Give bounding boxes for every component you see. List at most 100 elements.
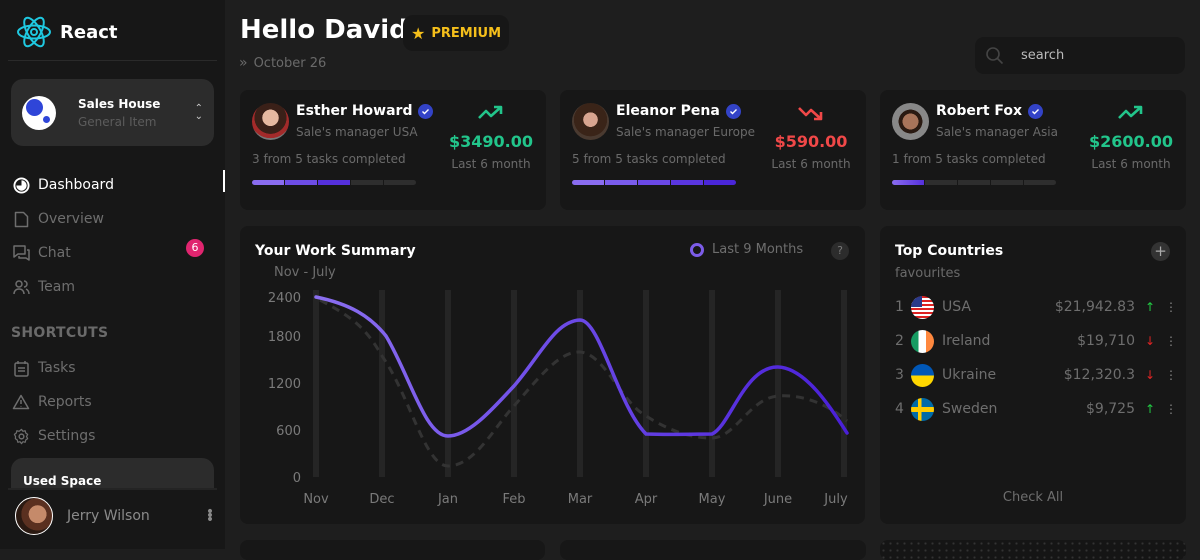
double-chevron-right-icon: » <box>239 55 248 71</box>
help-icon[interactable]: ? <box>831 242 849 260</box>
employee-card[interactable]: Eleanor Pena Sale's manager Europe 5 fro… <box>560 90 866 210</box>
sidebar-item-settings[interactable]: Settings <box>12 419 225 453</box>
svg-text:600: 600 <box>276 424 301 439</box>
country-name: USA <box>942 299 1025 315</box>
ukraine-flag-icon <box>911 364 934 387</box>
sidebar-item-team[interactable]: Team <box>12 270 225 304</box>
current-date: October 26 <box>254 56 327 71</box>
country-row[interactable]: 2 Ireland $19,710 ↓ ⋮ <box>895 329 1175 353</box>
country-value: $19,710 <box>1025 333 1135 349</box>
more-vertical-icon[interactable]: ⋮ <box>1165 334 1175 348</box>
task-progress-bar <box>892 180 1056 185</box>
chart-range: Nov - July <box>274 265 336 280</box>
country-value: $12,320.3 <box>1025 367 1135 383</box>
employee-role: Sale's manager Asia <box>936 125 1058 139</box>
task-progress-bar <box>252 180 416 185</box>
app-name: React <box>60 22 118 43</box>
svg-text:May: May <box>699 492 726 507</box>
add-icon[interactable]: + <box>1151 242 1170 261</box>
calendar-icon <box>12 359 30 377</box>
sidebar-item-dashboard[interactable]: Dashboard <box>12 168 225 202</box>
avatar <box>572 103 609 140</box>
used-space-title: Used Space <box>23 474 101 488</box>
current-user[interactable]: Jerry Wilson ••• <box>15 497 215 535</box>
sales-period: Last 6 month <box>1076 157 1186 171</box>
gear-icon <box>12 427 30 445</box>
verified-icon <box>418 104 433 119</box>
top-countries-card: Top Countries favourites + 1 USA $21,942… <box>880 226 1186 524</box>
date-breadcrumb: » October 26 <box>239 55 326 71</box>
country-rank: 1 <box>895 299 911 315</box>
country-row[interactable]: 4 Sweden $9,725 ↑ ⋮ <box>895 397 1175 421</box>
svg-text:Feb: Feb <box>502 492 525 507</box>
arrow-down-icon: ↓ <box>1135 368 1165 382</box>
search-icon <box>985 46 1005 66</box>
avatar <box>892 103 929 140</box>
sales-amount: $590.00 <box>756 132 866 151</box>
divider <box>8 60 217 61</box>
sales-period: Last 6 month <box>436 157 546 171</box>
more-vertical-icon[interactable]: ⋮ <box>1165 402 1175 416</box>
sidebar-item-tasks[interactable]: Tasks <box>12 351 225 385</box>
search-box[interactable] <box>975 37 1185 74</box>
country-row[interactable]: 3 Ukraine $12,320.3 ↓ ⋮ <box>895 363 1175 387</box>
avatar <box>15 497 53 535</box>
users-icon <box>12 278 30 296</box>
country-rank: 4 <box>895 401 911 417</box>
svg-text:July: July <box>823 492 848 507</box>
bottom-card <box>240 540 545 560</box>
legend-ring-icon <box>690 243 704 257</box>
svg-text:Mar: Mar <box>568 492 593 507</box>
country-rank: 3 <box>895 367 911 383</box>
verified-icon <box>726 104 741 119</box>
svg-text:2400: 2400 <box>268 291 301 306</box>
org-avatar <box>22 96 56 130</box>
work-summary-card: 2400 1800 1200 600 0 Nov Dec Jan Feb Mar… <box>240 226 865 524</box>
trend-up-icon <box>1117 104 1145 122</box>
task-progress-bar <box>572 180 736 185</box>
employee-card[interactable]: Esther Howard Sale's manager USA 3 from … <box>240 90 546 210</box>
org-name: Sales House <box>78 97 195 111</box>
org-switcher[interactable]: Sales House General Item ⌃⌄ <box>11 79 214 146</box>
country-value: $9,725 <box>1025 401 1135 417</box>
check-all-link[interactable]: Check All <box>880 490 1186 505</box>
arrow-up-icon: ↑ <box>1135 300 1165 314</box>
sales-period: Last 6 month <box>756 157 866 171</box>
card-subtitle: favourites <box>895 266 960 281</box>
svg-text:June: June <box>763 492 792 507</box>
search-input[interactable] <box>1021 48 1171 63</box>
sweden-flag-icon <box>911 398 934 421</box>
sidebar-item-label: Dashboard <box>38 177 114 193</box>
x-axis-labels: Nov Dec Jan Feb Mar Apr May June July <box>303 492 848 507</box>
y-axis-labels: 2400 1800 1200 600 0 <box>268 291 301 486</box>
sales-amount: $2600.00 <box>1076 132 1186 151</box>
more-vertical-icon[interactable]: ••• <box>205 510 215 522</box>
employee-role: Sale's manager Europe <box>616 125 755 139</box>
verified-icon <box>1028 104 1043 119</box>
sidebar-item-reports[interactable]: Reports <box>12 385 225 419</box>
employee-card[interactable]: Robert Fox Sale's manager Asia 1 from 5 … <box>880 90 1186 210</box>
svg-text:Nov: Nov <box>303 492 329 507</box>
premium-badge: ★ PREMIUM <box>403 15 509 51</box>
more-vertical-icon[interactable]: ⋮ <box>1165 368 1175 382</box>
task-progress-text: 1 from 5 tasks completed <box>892 152 1046 166</box>
chat-unread-badge: 6 <box>186 239 204 257</box>
ireland-flag-icon <box>911 330 934 353</box>
app-logo[interactable]: React <box>16 14 118 50</box>
sidebar-item-label: Team <box>38 279 75 295</box>
sidebar-item-overview[interactable]: Overview <box>12 202 225 236</box>
more-vertical-icon[interactable]: ⋮ <box>1165 300 1175 314</box>
sidebar-item-label: Tasks <box>38 360 76 376</box>
country-row[interactable]: 1 USA $21,942.83 ↑ ⋮ <box>895 295 1175 319</box>
main-nav: Dashboard Overview Chat Team <box>12 168 225 304</box>
bottom-card <box>880 540 1186 560</box>
used-space-card[interactable]: Used Space <box>11 458 214 488</box>
country-value: $21,942.83 <box>1025 299 1135 315</box>
period-selector[interactable]: Last 9 Months <box>690 242 803 257</box>
employee-name: Robert Fox <box>936 103 1022 119</box>
previous-period-line <box>320 300 847 466</box>
svg-text:Dec: Dec <box>369 492 394 507</box>
svg-text:0: 0 <box>293 471 301 486</box>
react-logo-icon <box>16 14 52 50</box>
divider <box>8 488 217 490</box>
